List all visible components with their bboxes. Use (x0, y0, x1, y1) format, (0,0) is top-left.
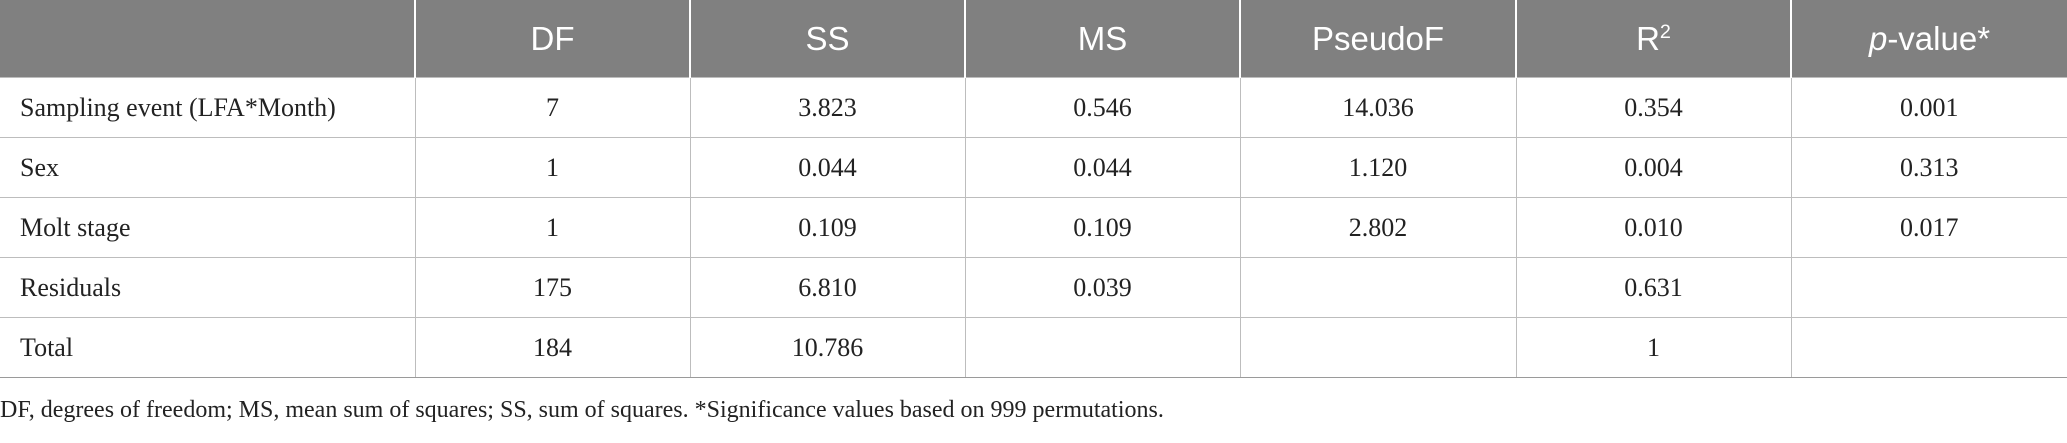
cell-term: Sampling event (LFA*Month) (0, 77, 416, 138)
cell-r-squared: 0.631 (1515, 257, 1792, 318)
cell-p-value: 0.001 (1790, 77, 2067, 138)
cell-r-squared: 0.010 (1515, 197, 1792, 258)
cell-p-value: 0.313 (1790, 137, 2067, 198)
cell-ms: 0.044 (964, 137, 1241, 198)
header-p-rest: -value* (1887, 19, 1991, 57)
cell-ss: 3.823 (689, 77, 966, 138)
cell-term: Molt stage (0, 197, 416, 258)
header-term (0, 0, 415, 78)
cell-pseudo-f: 2.802 (1239, 197, 1517, 258)
cell-pseudo-f (1239, 257, 1517, 318)
cell-p-value (1790, 317, 2067, 378)
cell-ss: 10.786 (689, 317, 966, 378)
table-row: Sex 1 0.044 0.044 1.120 0.004 0.313 (0, 137, 2067, 198)
cell-pseudo-f (1239, 317, 1517, 378)
cell-ms: 0.109 (964, 197, 1241, 258)
cell-ms: 0.039 (964, 257, 1241, 318)
header-r-superscript: 2 (1659, 20, 1671, 43)
cell-df: 1 (414, 137, 691, 198)
header-df: DF (414, 0, 690, 78)
header-r-base: R (1636, 19, 1660, 57)
cell-p-value: 0.017 (1790, 197, 2067, 258)
cell-term: Sex (0, 137, 416, 198)
table-row: Total 184 10.786 1 (0, 317, 2067, 378)
cell-df: 7 (414, 77, 691, 138)
header-pseudo-f: PseudoF (1239, 0, 1516, 78)
cell-pseudo-f: 14.036 (1239, 77, 1517, 138)
table-row: Residuals 175 6.810 0.039 0.631 (0, 257, 2067, 318)
header-row: DF SS MS PseudoF R2 p-value* (0, 0, 2067, 78)
table-footnote: DF, degrees of freedom; MS, mean sum of … (0, 397, 1164, 423)
cell-pseudo-f: 1.120 (1239, 137, 1517, 198)
cell-r-squared: 0.004 (1515, 137, 1792, 198)
cell-r-squared: 0.354 (1515, 77, 1792, 138)
cell-ss: 6.810 (689, 257, 966, 318)
cell-df: 175 (414, 257, 691, 318)
cell-ms: 0.546 (964, 77, 1241, 138)
table-row: Sampling event (LFA*Month) 7 3.823 0.546… (0, 77, 2067, 138)
cell-term: Residuals (0, 257, 416, 318)
cell-ss: 0.109 (689, 197, 966, 258)
cell-ss: 0.044 (689, 137, 966, 198)
header-r-squared: R2 (1515, 0, 1791, 78)
cell-p-value (1790, 257, 2067, 318)
header-ms: MS (964, 0, 1240, 78)
cell-df: 184 (414, 317, 691, 378)
header-ss: SS (689, 0, 965, 78)
header-p-value: p-value* (1790, 0, 2067, 78)
cell-df: 1 (414, 197, 691, 258)
cell-term: Total (0, 317, 416, 378)
header-p-italic: p (1868, 19, 1888, 57)
cell-ms (964, 317, 1241, 378)
table-row: Molt stage 1 0.109 0.109 2.802 0.010 0.0… (0, 197, 2067, 258)
anova-results-table: DF SS MS PseudoF R2 p-value* Sampling ev… (0, 0, 2067, 378)
cell-r-squared: 1 (1515, 317, 1792, 378)
